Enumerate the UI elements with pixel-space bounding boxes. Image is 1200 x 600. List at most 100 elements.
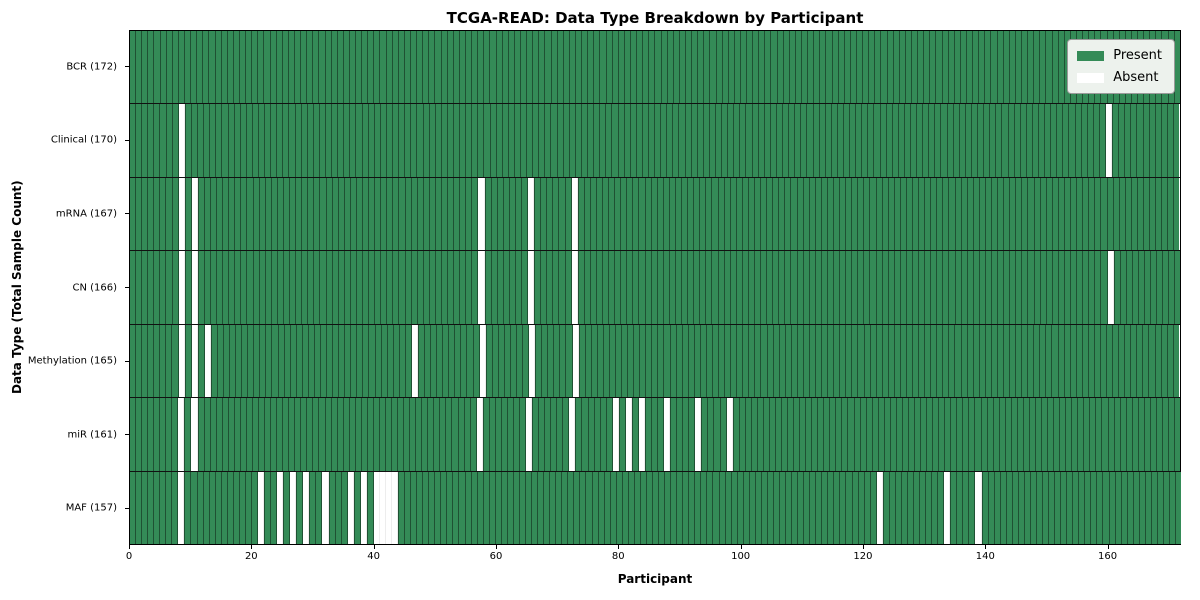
present-cell: [816, 324, 823, 398]
present-cell: [314, 251, 321, 324]
present-cell: [405, 324, 412, 398]
present-cell: [1022, 251, 1029, 324]
present-cell: [892, 104, 899, 177]
present-cell: [679, 31, 686, 104]
x-tick-mark: [251, 545, 253, 549]
present-cell: [271, 251, 278, 324]
present-cell: [1061, 471, 1068, 544]
present-cell: [716, 31, 723, 104]
present-cell: [937, 251, 944, 324]
present-cell: [235, 177, 242, 251]
present-cell: [931, 251, 938, 324]
x-tick-mark: [1107, 545, 1109, 549]
present-cell: [1084, 398, 1091, 471]
present-cell: [890, 398, 897, 471]
legend: Present Absent: [1067, 39, 1175, 94]
present-cell: [296, 251, 303, 324]
present-cell: [1076, 324, 1083, 398]
present-cell: [612, 31, 619, 104]
present-cell: [331, 398, 338, 471]
absent-cell: [569, 398, 576, 471]
present-cell: [1103, 471, 1110, 544]
absent-cell: [876, 471, 883, 544]
present-cell: [597, 324, 604, 398]
present-cell: [296, 177, 303, 251]
present-cell: [172, 31, 179, 104]
present-cell: [913, 251, 920, 324]
present-cell: [615, 177, 622, 251]
present-cell: [349, 398, 356, 471]
present-cell: [575, 31, 583, 104]
present-cell: [937, 177, 944, 251]
present-cell: [888, 251, 895, 324]
present-cell: [651, 251, 658, 324]
y-tick-mark: [125, 287, 129, 288]
absent-cell: [385, 471, 392, 544]
present-cell: [773, 471, 780, 544]
present-cell: [840, 251, 847, 324]
present-cell: [217, 324, 224, 398]
present-cell: [215, 471, 222, 544]
present-cell: [948, 31, 955, 104]
present-cell: [484, 104, 491, 177]
present-cell: [612, 104, 619, 177]
present-cell: [685, 31, 693, 104]
present-cell: [1095, 251, 1102, 324]
present-cell: [1126, 251, 1133, 324]
present-cell: [547, 251, 554, 324]
present-cell: [501, 471, 508, 544]
present-cell: [997, 324, 1004, 398]
present-cell: [247, 177, 254, 251]
present-cell: [1022, 324, 1029, 398]
present-cell: [658, 398, 665, 471]
present-cell: [301, 31, 308, 104]
present-cell: [544, 471, 551, 544]
present-cell: [645, 251, 652, 324]
present-cell: [985, 324, 992, 398]
present-cell: [1030, 471, 1037, 544]
present-cell: [967, 251, 974, 324]
y-axis: BCR (172) Clinical (170) mRNA (167) CN (166…: [0, 30, 129, 545]
present-cell: [410, 398, 417, 471]
present-cell: [585, 324, 592, 398]
present-cell: [252, 398, 259, 471]
x-axis-title: Participant: [617, 572, 693, 586]
present-cell: [197, 251, 205, 324]
present-cell: [166, 324, 173, 398]
present-cell: [888, 324, 895, 398]
present-cell: [700, 177, 707, 251]
present-cell: [933, 398, 940, 471]
present-cell: [1000, 471, 1007, 544]
present-cell: [379, 398, 386, 471]
present-cell: [809, 251, 816, 324]
present-cell: [930, 31, 937, 104]
absent-cell: [1107, 251, 1114, 324]
present-cell: [417, 177, 424, 251]
present-cell: [368, 31, 375, 104]
present-cell: [258, 31, 265, 104]
present-cell: [344, 104, 351, 177]
present-cell: [804, 471, 811, 544]
x-tick-mark: [373, 545, 375, 549]
absent-cell: [478, 251, 485, 324]
present-cell: [338, 177, 345, 251]
present-cell: [630, 31, 638, 104]
absent-cell: [391, 471, 399, 544]
present-cell: [998, 251, 1005, 324]
present-cell: [417, 31, 424, 104]
present-cell: [961, 324, 968, 398]
present-cell: [1137, 177, 1144, 251]
present-cell: [1036, 471, 1043, 544]
present-cell: [148, 31, 155, 104]
present-cell: [770, 104, 777, 177]
present-cell: [399, 177, 406, 251]
present-cell: [1054, 398, 1061, 471]
present-cell: [895, 471, 902, 544]
present-cell: [846, 251, 853, 324]
x-tick-label: 100: [731, 551, 751, 562]
present-cell: [417, 471, 424, 544]
present-cell: [764, 104, 771, 177]
present-cell: [502, 31, 509, 104]
present-cell: [550, 471, 557, 544]
present-cell: [786, 471, 793, 544]
